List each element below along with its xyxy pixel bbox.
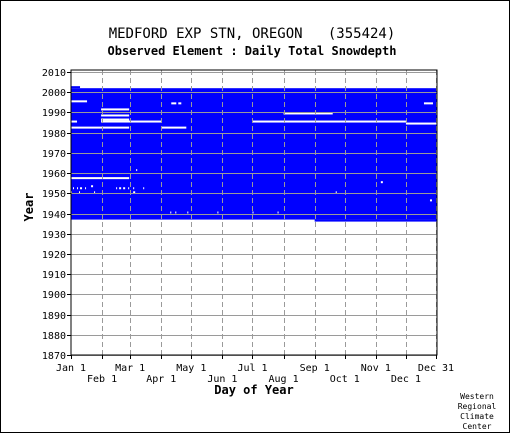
x-axis-label: Day of Year	[214, 383, 293, 397]
missing-segment-19	[77, 187, 79, 190]
missing-segment-8	[71, 120, 78, 123]
y-tick-label-4: 1910	[42, 270, 66, 281]
y-tick-label-2: 1890	[42, 311, 66, 322]
missing-segment-18	[73, 187, 75, 190]
missing-segment-22	[116, 187, 118, 190]
x-tick-label-bottom-5: Dec 1	[391, 374, 421, 385]
missing-segment-26	[133, 187, 135, 190]
missing-segment-33	[429, 199, 432, 202]
missing-segment-7	[101, 118, 130, 121]
credit-line-2: Climate	[460, 412, 494, 421]
x-tick-label-top-5: Nov 1	[361, 363, 391, 374]
missing-segment-5	[283, 112, 333, 115]
missing-segment-37	[217, 211, 219, 214]
missing-segment-24	[123, 187, 126, 190]
y-tick-label-9: 1960	[42, 169, 66, 180]
y-tick-label-13: 2000	[42, 88, 66, 99]
missing-segment-2	[178, 102, 182, 105]
credit-line-1: Regional	[458, 402, 497, 411]
y-tick-label-12: 1990	[42, 108, 66, 119]
missing-segment-16	[380, 181, 383, 184]
missing-data-layer	[71, 100, 437, 214]
x-tick-label-bottom-4: Oct 1	[330, 374, 360, 385]
y-tick-label-6: 1930	[42, 230, 66, 241]
missing-segment-34	[170, 211, 172, 214]
x-tick-label-bottom-1: Apr 1	[146, 374, 176, 385]
y-tick-label-0: 1870	[42, 351, 66, 362]
missing-segment-11	[405, 122, 437, 125]
y-axis-ticks: 1870 1880 1890 1900 1910 1920 1930 1940 1950 1960…	[42, 68, 71, 362]
missing-segment-36	[187, 211, 189, 214]
missing-segment-28	[71, 191, 73, 194]
missing-segment-23	[119, 187, 122, 190]
x-tick-label-top-1: Mar 1	[115, 363, 145, 374]
credit-line-3: Center	[463, 422, 492, 431]
x-tick-label-top-2: May 1	[176, 363, 206, 374]
missing-segment-39	[277, 211, 279, 214]
chart-title: MEDFORD EXP STN, OREGON (355424)	[109, 26, 396, 42]
x-tick-label-top-4: Sep 1	[300, 363, 330, 374]
missing-segment-32	[335, 191, 337, 194]
missing-segment-4	[101, 108, 130, 111]
y-tick-label-1: 1880	[42, 331, 66, 342]
missing-segment-3	[423, 102, 433, 105]
x-tick-label-top-0: Jan 1	[56, 363, 86, 374]
missing-segment-31	[133, 191, 136, 194]
y-tick-label-10: 1970	[42, 149, 66, 160]
missing-segment-6	[101, 114, 130, 117]
missing-segment-20	[80, 187, 83, 190]
y-tick-label-8: 1950	[42, 189, 66, 200]
credit-line-0: Western	[460, 392, 494, 401]
missing-segment-9	[101, 120, 162, 123]
missing-segment-14	[71, 177, 130, 180]
y-tick-label-7: 1940	[42, 210, 66, 221]
missing-segment-35	[175, 211, 177, 214]
chart-subtitle: Observed Element : Daily Total Snowdepth	[108, 44, 397, 58]
y-tick-label-5: 1920	[42, 250, 66, 261]
missing-segment-0	[71, 100, 88, 103]
missing-segment-38	[252, 211, 254, 214]
missing-segment-25	[128, 187, 130, 190]
y-axis-label: Year	[22, 193, 36, 222]
missing-segment-21	[85, 187, 87, 190]
y-tick-label-14: 2010	[42, 68, 66, 79]
missing-segment-17	[91, 185, 94, 188]
x-tick-label-bottom-2: Jun 1	[207, 374, 237, 385]
coverage-block-1	[71, 86, 81, 89]
coverage-block-2	[314, 219, 437, 222]
x-tick-label-bottom-3: Aug 1	[269, 374, 299, 385]
plot-area-border	[70, 69, 438, 356]
missing-segment-1	[171, 102, 177, 105]
missing-segment-27	[143, 187, 145, 190]
missing-segment-29	[79, 191, 81, 194]
missing-segment-12	[71, 126, 130, 129]
missing-segment-13	[161, 126, 187, 129]
y-tick-label-3: 1900	[42, 290, 66, 301]
x-tick-label-top-3: Jul 1	[237, 363, 267, 374]
x-axis-ticks: Jan 1 Mar 1 May 1 Jul 1 Sep 1 Nov 1 Dec 31 Feb …	[56, 355, 454, 385]
x-tick-label-top-6: Dec 31	[418, 363, 454, 374]
missing-segment-30	[94, 191, 96, 194]
missing-segment-10	[252, 120, 406, 123]
missing-segment-15	[136, 169, 138, 172]
x-tick-label-bottom-0: Feb 1	[87, 374, 117, 385]
y-tick-label-11: 1980	[42, 129, 66, 140]
